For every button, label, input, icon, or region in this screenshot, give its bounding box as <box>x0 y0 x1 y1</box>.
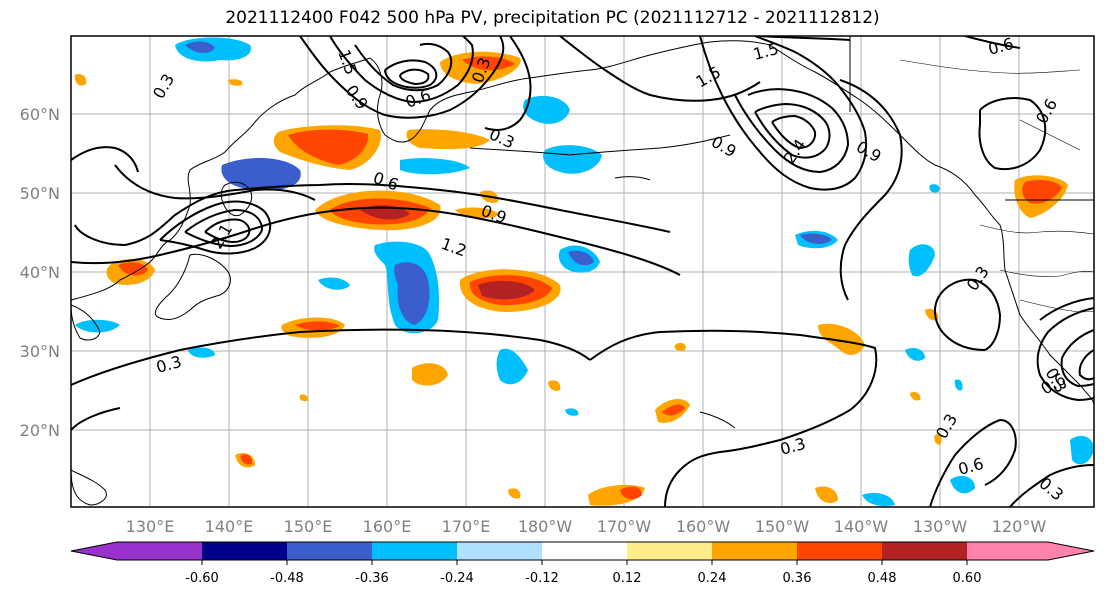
precip-blob <box>299 394 308 402</box>
lon-tick-label: 150°E <box>284 517 333 536</box>
lon-tick-label: 170°E <box>442 517 491 536</box>
precip-blob <box>548 380 561 391</box>
lat-tick-label: 20°N <box>20 421 60 440</box>
colorbar-swatch <box>712 542 798 560</box>
map-panel[interactable]: 0.3 1.5 0.9 0.3 2.4 0.6 1.5 1.5 0.9 0.6 … <box>70 34 1095 508</box>
colorbar-tick-label: 0.36 <box>783 571 812 586</box>
precip-blob <box>228 79 243 86</box>
colorbar-swatch <box>967 542 1049 560</box>
precip-blob <box>674 342 686 351</box>
precip-blob <box>74 74 87 86</box>
colorbar-tick-label: 0.12 <box>613 571 642 586</box>
lon-tick-label: 170°W <box>597 517 652 536</box>
colorbar-swatch <box>287 542 373 560</box>
precip-blob <box>240 454 253 465</box>
lat-tick-label: 50°N <box>20 184 60 203</box>
precip-blob <box>862 492 895 506</box>
map-frame <box>70 35 1095 508</box>
precip-blob <box>462 56 515 71</box>
colorbar-swatch <box>457 542 543 560</box>
precip-blob <box>954 379 963 391</box>
colorbar-swatch <box>372 542 458 560</box>
colorbar-tick-label: 0.60 <box>953 571 982 586</box>
lon-tick-label: 160°E <box>363 517 412 536</box>
precip-blob <box>620 486 642 500</box>
precip-blob <box>229 163 292 185</box>
precip-shading <box>74 37 1094 506</box>
precip-blob <box>288 129 369 165</box>
lon-tick-label: 160°W <box>676 517 731 536</box>
colorbar-tick-label: -0.60 <box>185 571 219 586</box>
lon-tick-label: 140°W <box>834 517 889 536</box>
precip-blob <box>188 347 215 358</box>
precip-blob <box>568 250 594 266</box>
precip-blob <box>508 488 521 499</box>
lon-tick-label: 150°W <box>755 517 810 536</box>
colorbar: -0.60 -0.48 -0.36 -0.24 -0.12 0.12 0.24 … <box>70 541 1095 586</box>
contour-label: 0.6 <box>986 34 1016 59</box>
precip-blob <box>496 348 528 385</box>
precip-blob <box>815 486 838 504</box>
precip-blob <box>400 158 470 175</box>
precip-blob <box>908 244 935 277</box>
precip-blob <box>185 41 215 53</box>
precip-blob <box>800 233 832 245</box>
precip-blob <box>934 434 942 445</box>
precip-blob <box>412 363 448 386</box>
pv-contours <box>71 36 1094 507</box>
lon-tick-label: 140°E <box>205 517 254 536</box>
colorbar-swatch <box>117 542 203 560</box>
precip-blob <box>543 145 602 174</box>
precip-blob <box>565 408 579 416</box>
precip-blob <box>818 323 865 355</box>
coastlines <box>71 36 1094 506</box>
lat-tick-label: 60°N <box>20 105 60 124</box>
colorbar-swatch <box>202 542 288 560</box>
colorbar-extend-right <box>1048 542 1094 560</box>
lat-tick-label: 40°N <box>20 263 60 282</box>
precip-blob <box>406 129 490 150</box>
precip-blob <box>318 277 350 290</box>
colorbar-extend-left <box>71 542 117 560</box>
colorbar-swatch <box>627 542 713 560</box>
colorbar-tick-label: -0.36 <box>355 571 389 586</box>
precip-blob <box>118 262 148 276</box>
lat-axis: 60°N 50°N 40°N 30°N 20°N <box>20 105 60 440</box>
colorbar-tick-label: -0.48 <box>270 571 304 586</box>
colorbar-tick-label: 0.24 <box>698 571 727 586</box>
precip-blob <box>394 262 430 325</box>
colorbar-swatch <box>797 542 883 560</box>
colorbar-tick-label: 0.48 <box>868 571 897 586</box>
colorbar-tick-label: -0.24 <box>440 571 474 586</box>
lon-axis: 130°E 140°E 150°E 160°E 170°E 180°W 170°… <box>126 517 1047 536</box>
map-title: 2021112400 F042 500 hPa PV, precipitatio… <box>225 8 880 28</box>
precip-blob <box>905 347 925 361</box>
colorbar-swatch <box>542 542 628 560</box>
precip-blob <box>950 475 975 494</box>
precip-blob <box>523 95 570 124</box>
precip-blob <box>1022 180 1062 204</box>
precip-blob <box>478 280 535 300</box>
lat-tick-label: 30°N <box>20 342 60 361</box>
precip-blob <box>1070 435 1094 465</box>
lon-tick-label: 130°W <box>913 517 968 536</box>
lon-tick-label: 130°E <box>126 517 175 536</box>
lon-tick-label: 120°W <box>992 517 1047 536</box>
precip-blob <box>295 321 340 331</box>
precip-blob <box>929 184 940 193</box>
colorbar-tick-label: -0.12 <box>525 571 559 586</box>
precip-blob <box>910 391 921 401</box>
colorbar-swatch <box>882 542 968 560</box>
colorbar-outline <box>70 541 1095 561</box>
precip-blob <box>662 404 685 416</box>
lon-tick-label: 180°W <box>518 517 573 536</box>
